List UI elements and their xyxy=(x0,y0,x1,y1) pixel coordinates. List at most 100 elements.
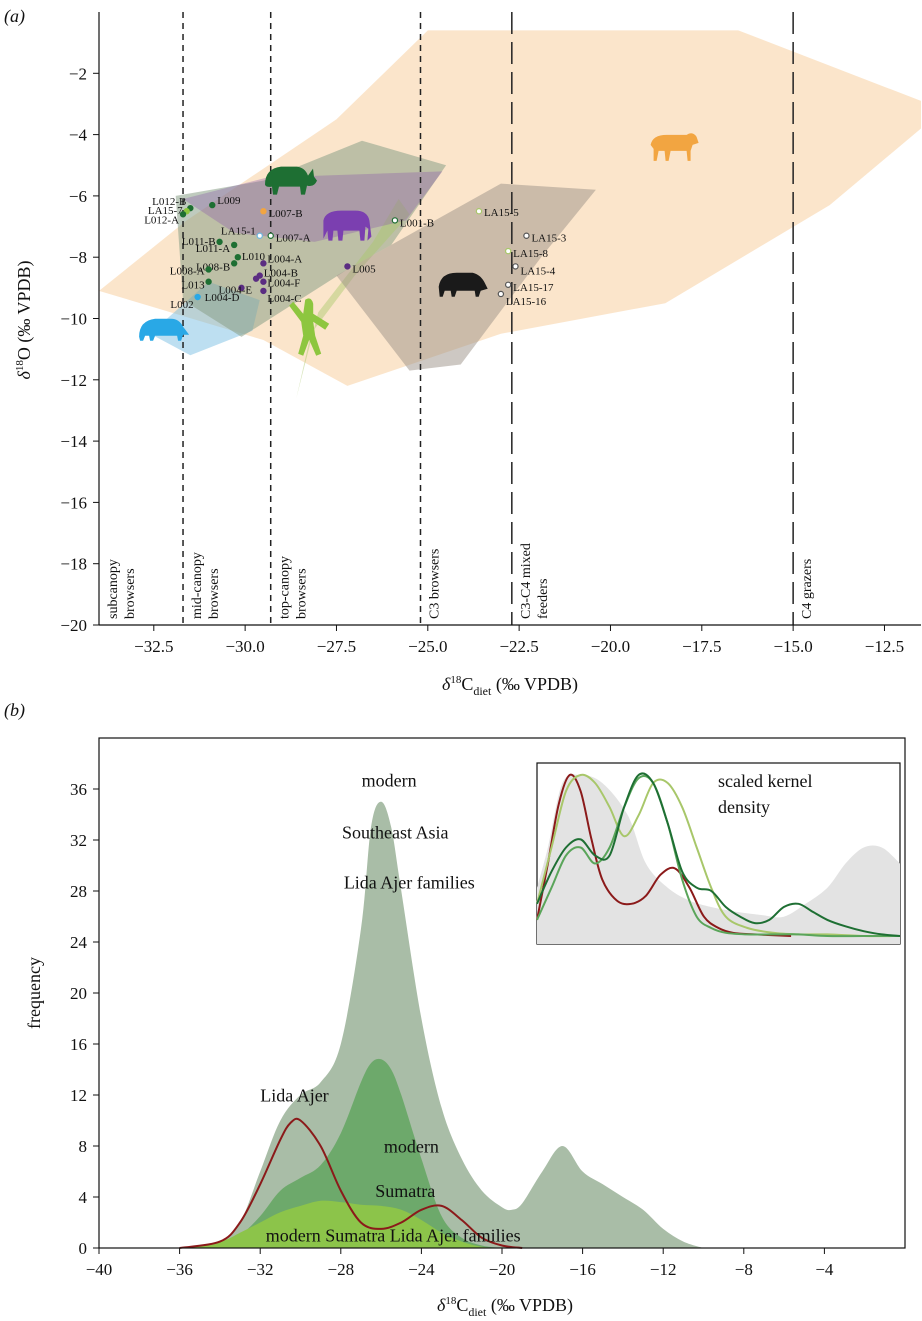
point-label: L009 xyxy=(217,195,241,207)
point-label: L001-B xyxy=(400,217,434,229)
data-point xyxy=(179,211,187,218)
bovid-silhouette xyxy=(650,133,699,161)
y-tick-label: −10 xyxy=(60,310,87,329)
annotation: Southeast Asia xyxy=(342,823,449,843)
x-axis-title: δ18Cdiet (‰ VPDB) xyxy=(437,1295,573,1319)
data-point xyxy=(216,238,223,246)
data-point xyxy=(260,278,267,285)
series-modern-sumatra-lida-ajer-families xyxy=(179,1200,502,1248)
data-point xyxy=(230,260,238,267)
annotation: Lida Ajer families xyxy=(344,872,475,892)
data-point xyxy=(205,278,212,285)
point-label: LA15-4 xyxy=(520,265,555,277)
data-point xyxy=(194,293,201,301)
data-point xyxy=(391,217,399,224)
x-tick-label: −32.5 xyxy=(134,637,173,656)
divider-label: top-canopy xyxy=(278,556,293,619)
x-tick-label: −15.0 xyxy=(773,637,812,656)
point-label: LA15-1 xyxy=(221,226,256,238)
point-label: L013 xyxy=(181,280,205,292)
hull-proboscidean xyxy=(183,171,443,242)
point-label: L008-B xyxy=(196,261,230,273)
elephant-silhouette xyxy=(323,210,372,241)
inset-series-background xyxy=(537,774,900,944)
y-tick-label: 32 xyxy=(70,831,87,850)
divider-label: browsers xyxy=(123,568,138,619)
hull-primate xyxy=(296,199,410,399)
y-tick-label: 0 xyxy=(79,1239,88,1258)
series-modern-southeast-asia-lida-ajer-families xyxy=(179,801,704,1248)
point-label: L002 xyxy=(170,299,193,311)
y-tick-label: −20 xyxy=(60,616,87,635)
annotation: modern xyxy=(362,770,417,790)
gibbon-silhouette xyxy=(289,298,330,356)
annotation: Lida Ajer xyxy=(260,1085,328,1105)
y-tick-label: 12 xyxy=(70,1086,87,1105)
data-point xyxy=(260,208,267,215)
inset-title: scaled kernel xyxy=(718,771,812,791)
point-label: L005 xyxy=(352,263,376,275)
data-point xyxy=(238,284,245,292)
y-tick-label: −2 xyxy=(69,64,87,83)
panel-b-label: (b) xyxy=(4,700,25,721)
data-point xyxy=(256,232,263,239)
y-tick-label: 24 xyxy=(70,933,88,952)
data-point xyxy=(260,260,267,267)
series-lida-ajer xyxy=(179,1117,523,1249)
x-tick-label: −16 xyxy=(569,1260,596,1279)
x-axis-title: δ18Cdiet (‰ VPDB) xyxy=(442,674,578,698)
data-point xyxy=(504,247,512,255)
point-label: L007-B xyxy=(268,208,302,220)
point-label: L008-A xyxy=(170,265,205,277)
x-tick-label: −30.0 xyxy=(225,637,264,656)
data-point xyxy=(523,232,530,239)
data-point xyxy=(267,232,274,239)
point-label: L004-D xyxy=(205,292,240,304)
data-point xyxy=(344,263,351,270)
y-tick-label: 16 xyxy=(70,1035,87,1054)
data-point xyxy=(209,201,216,209)
x-tick-label: −40 xyxy=(86,1260,113,1279)
inset-series-dark-red xyxy=(536,773,792,937)
data-point xyxy=(475,208,483,215)
point-label: L012-B xyxy=(152,196,186,208)
divider-label: subcanopy xyxy=(106,559,121,619)
y-tick-label: −18 xyxy=(60,555,87,574)
point-label: L004-F xyxy=(267,278,300,290)
x-tick-label: −20.0 xyxy=(591,637,630,656)
point-label: L004-E xyxy=(218,285,252,297)
point-label: LA15-7 xyxy=(148,205,183,217)
inset: scaled kernel density xyxy=(536,762,901,945)
panel-b: (b) 0 4 8 12 16 20 24 28 32 36 −40 −36 −32 −28 −24 −20 −1… xyxy=(4,700,906,1319)
point-label: LA15-16 xyxy=(506,296,547,308)
y-tick-label: −6 xyxy=(69,187,87,206)
x-tick-label: −27.5 xyxy=(317,637,356,656)
x-tick-label: −36 xyxy=(166,1260,193,1279)
data-point xyxy=(512,263,519,270)
y-tick-label: 20 xyxy=(70,984,87,1003)
annotation: Sumatra xyxy=(375,1181,435,1201)
rhinoceros-silhouette xyxy=(265,166,317,195)
x-tick-label: −24 xyxy=(408,1260,435,1279)
point-label: LA15-5 xyxy=(484,207,519,219)
point-label: L007-A xyxy=(276,233,311,245)
x-tick-label: −17.5 xyxy=(682,637,721,656)
data-point xyxy=(230,241,238,249)
y-tick-label: −4 xyxy=(69,126,88,145)
x-tick-label: −28 xyxy=(328,1260,355,1279)
y-axis-title: frequency xyxy=(24,957,44,1029)
x-tick-label: −12.5 xyxy=(865,637,904,656)
data-point xyxy=(504,281,512,288)
annotation: modern xyxy=(384,1136,439,1156)
inset-title: density xyxy=(718,797,770,817)
point-label: L012-A xyxy=(144,214,179,226)
y-tick-label: −16 xyxy=(60,493,87,512)
divider-label: C4 grazers xyxy=(800,559,815,619)
x-tick-label: −4 xyxy=(815,1260,834,1279)
divider-label: browsers xyxy=(295,568,310,619)
divider-label: browsers xyxy=(207,568,222,619)
data-point xyxy=(260,287,267,295)
point-label: LA15-3 xyxy=(531,233,566,245)
